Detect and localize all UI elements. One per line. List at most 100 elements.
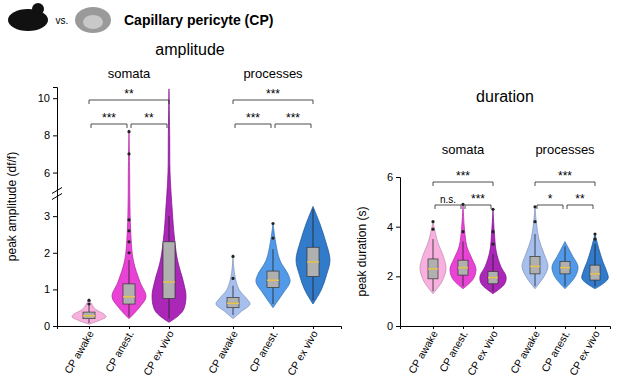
whisker-high xyxy=(169,216,170,242)
x-tick: CP awake xyxy=(62,326,96,376)
x-tick-mark xyxy=(169,326,170,329)
violin xyxy=(420,222,446,294)
median xyxy=(560,267,570,269)
y-tick: 6 xyxy=(387,171,400,183)
median xyxy=(428,268,438,270)
header-title: Capillary pericyte (CP) xyxy=(124,12,273,28)
y-tick-label: 3 xyxy=(44,210,50,222)
x-tick-mark xyxy=(565,326,566,329)
icon-slice xyxy=(75,7,111,33)
median xyxy=(590,273,600,275)
axis-break xyxy=(52,188,62,194)
box xyxy=(530,256,540,273)
significance-label: *** xyxy=(246,111,260,125)
y-tick-mark xyxy=(396,276,400,277)
x-tick: CP ex vivo xyxy=(566,326,601,378)
x-tick-mark xyxy=(233,326,234,329)
box xyxy=(163,242,175,299)
y-tick-label: 6 xyxy=(387,171,393,183)
outlier xyxy=(533,220,536,223)
y-tick-label: 2 xyxy=(44,247,50,259)
whisker-high xyxy=(463,242,464,261)
x-tick-mark xyxy=(493,326,494,329)
y-tick-mark xyxy=(396,227,400,228)
outlier xyxy=(231,255,234,258)
whisker-low xyxy=(273,288,274,304)
whisker-high xyxy=(89,306,90,312)
x-axis-line xyxy=(58,327,342,330)
x-tick-label: CP ex vivo xyxy=(464,328,499,377)
outlier xyxy=(127,229,130,232)
group-label: somata xyxy=(108,66,151,81)
outlier xyxy=(127,218,130,221)
y-tick-label: 2 xyxy=(387,270,393,282)
y-tick-label: 1 xyxy=(44,283,50,295)
x-axis: CP awakeCP anest.CP ex vivoCP awakeCP an… xyxy=(58,326,342,378)
violin xyxy=(256,223,290,307)
y-tick: 2 xyxy=(387,270,400,282)
plot-area xyxy=(420,203,608,294)
whisker-low xyxy=(313,277,314,301)
x-tick-label: CP anest. xyxy=(247,328,280,374)
outlier xyxy=(271,222,274,225)
y-tick: 8 xyxy=(44,129,57,141)
whisker-low xyxy=(493,284,494,291)
y-tick-mark xyxy=(396,177,400,178)
y-tick-mark xyxy=(53,216,57,217)
y-tick-mark xyxy=(53,289,57,290)
outlier xyxy=(491,242,494,245)
x-tick-label: CP ex vivo xyxy=(566,328,601,377)
x-tick: CP awake xyxy=(206,326,240,376)
header-vs: vs. xyxy=(56,15,69,26)
whisker-low xyxy=(233,308,234,315)
outlier xyxy=(593,233,596,236)
y-label: peak amplitude (df/f) xyxy=(5,152,19,261)
violin xyxy=(112,130,146,319)
x-tick: CP anest. xyxy=(247,326,280,374)
box xyxy=(307,247,319,276)
whisker-low xyxy=(565,274,566,286)
x-tick-label: CP awake xyxy=(62,328,96,375)
x-tick: CP awake xyxy=(508,326,542,376)
significance-label: ** xyxy=(124,87,134,101)
median xyxy=(227,303,239,305)
whisker-high xyxy=(273,249,274,271)
violin xyxy=(216,256,250,318)
group-label: somata xyxy=(442,142,485,157)
median xyxy=(488,277,498,279)
y-tick-mark xyxy=(53,253,57,254)
x-tick-mark xyxy=(535,326,536,329)
y-axis-line xyxy=(53,88,58,327)
x-tick-mark xyxy=(313,326,314,329)
y-tick-label: 0 xyxy=(44,320,50,332)
x-tick-mark xyxy=(129,326,130,329)
x-tick-label: CP anest. xyxy=(437,328,470,374)
median xyxy=(267,279,279,281)
median xyxy=(163,281,175,283)
x-tick-mark xyxy=(273,326,274,329)
x-tick-label: CP anest. xyxy=(103,328,136,374)
axis-break xyxy=(52,194,62,200)
violin xyxy=(552,242,578,289)
y-tick: 0 xyxy=(387,320,400,332)
x-tick-mark xyxy=(89,326,90,329)
x-tick-mark xyxy=(595,326,596,329)
y-tick-mark xyxy=(53,135,57,136)
chart-violin: 0246CP awakeCP anest.CP ex vivoCP awakeC… xyxy=(355,88,611,378)
significance-label: ** xyxy=(575,192,585,206)
icon-slice-inner xyxy=(83,15,103,29)
x-tick: CP ex vivo xyxy=(140,326,175,378)
box xyxy=(123,284,135,304)
median xyxy=(307,261,319,263)
y-tick: 1 xyxy=(44,283,57,295)
significance-label: ** xyxy=(144,111,154,125)
outlier xyxy=(231,277,234,280)
outlier xyxy=(87,302,90,305)
chart-title: amplitude xyxy=(155,41,224,58)
significance-label: *** xyxy=(456,169,470,183)
y-tick-label: 6 xyxy=(44,167,50,179)
figure: vs. Capillary pericyte (CP) 0 1 2 3 6 8 10 CP awa… xyxy=(0,0,617,383)
y-tick: 10 xyxy=(38,92,57,104)
x-tick: CP ex vivo xyxy=(284,326,319,378)
y-tick: 3 xyxy=(44,210,57,222)
